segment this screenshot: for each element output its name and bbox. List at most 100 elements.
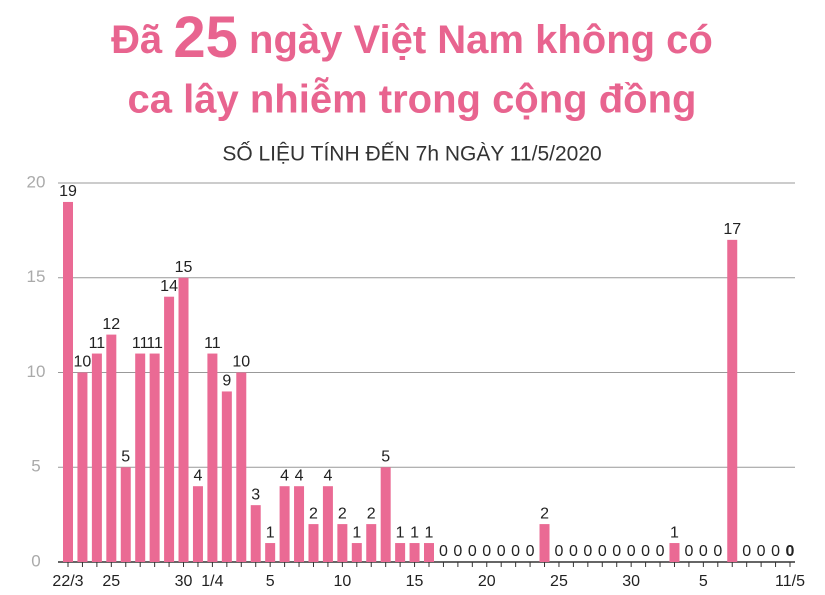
value-label: 4	[295, 467, 304, 484]
bar	[366, 524, 377, 562]
bar	[351, 543, 362, 562]
chart-title-line1: Đã 25 ngày Việt Nam không có	[111, 5, 713, 70]
bar	[669, 543, 680, 562]
chart-subtitle: SỐ LIỆU TÍNH ĐẾN 7h NGÀY 11/5/2020	[222, 142, 601, 166]
chart-title-line2: ca lây nhiễm trong cộng đồng	[128, 76, 697, 122]
value-label: 0	[771, 543, 780, 560]
value-label: 1	[410, 524, 419, 541]
value-label: 0	[598, 543, 607, 560]
value-label: 11	[204, 335, 221, 352]
value-label: 0	[482, 543, 491, 560]
bar	[424, 543, 434, 562]
bar	[77, 372, 88, 562]
value-label: 14	[160, 278, 178, 295]
bar	[149, 353, 160, 562]
value-label: 1	[352, 524, 361, 541]
x-tick-label: 30	[175, 573, 193, 590]
x-tick-label: 5	[266, 573, 275, 590]
value-label: 1	[266, 524, 275, 541]
value-label: 0	[699, 543, 708, 560]
bar	[308, 524, 319, 562]
value-label: 2	[540, 505, 549, 522]
value-label: 5	[121, 448, 130, 465]
bar	[236, 372, 247, 562]
bar	[395, 543, 406, 562]
value-label: 0	[786, 543, 795, 560]
value-label: 0	[612, 543, 621, 560]
bar	[106, 334, 117, 562]
value-label: 0	[555, 543, 564, 560]
value-label: 17	[723, 221, 741, 238]
value-label: 5	[381, 448, 390, 465]
bar	[164, 296, 175, 562]
x-tick-label: 22/3	[52, 573, 83, 590]
x-tick-label: 11/5	[775, 573, 805, 590]
bar	[178, 277, 189, 562]
bar	[322, 486, 333, 562]
bar	[63, 201, 73, 562]
bar	[207, 353, 218, 562]
value-label: 1	[396, 524, 405, 541]
bar	[120, 467, 131, 562]
value-label: 2	[338, 505, 347, 522]
x-tick-label: 5	[699, 573, 708, 590]
x-tick-label: 25	[102, 573, 120, 590]
bar	[135, 353, 146, 562]
value-label: 19	[59, 183, 77, 200]
value-label: 11	[89, 335, 106, 352]
y-tick-label: 10	[27, 362, 46, 381]
bar	[192, 486, 203, 562]
bar	[91, 353, 102, 562]
value-label: 1	[425, 524, 434, 541]
y-tick-label: 15	[27, 267, 46, 286]
value-label: 1	[670, 524, 679, 541]
title-prefix: Đã	[111, 18, 163, 62]
value-label: 0	[453, 543, 462, 560]
value-label: 0	[439, 543, 448, 560]
value-label: 0	[742, 543, 751, 560]
bar	[727, 239, 738, 562]
value-label: 10	[74, 354, 92, 371]
value-label: 0	[757, 543, 766, 560]
x-tick-label: 25	[550, 573, 568, 590]
value-label: 12	[102, 316, 120, 333]
value-label: 4	[323, 467, 332, 484]
value-label: 4	[280, 467, 289, 484]
y-tick-label: 0	[31, 551, 40, 570]
bar	[337, 524, 348, 562]
value-label: 0	[656, 543, 665, 560]
bar	[265, 543, 276, 562]
value-label: 2	[367, 505, 376, 522]
bar	[221, 391, 232, 562]
value-label: 0	[526, 543, 535, 560]
value-label: 0	[684, 543, 693, 560]
x-tick-label: 10	[333, 573, 351, 590]
value-label: 0	[641, 543, 650, 560]
title-highlight: 25	[173, 5, 238, 70]
value-label: 4	[194, 467, 203, 484]
value-label: 15	[175, 259, 193, 276]
bar	[539, 524, 550, 562]
y-tick-label: 20	[27, 172, 46, 191]
x-tick-label: 30	[622, 573, 640, 590]
value-label: 0	[713, 543, 722, 560]
value-label: 2	[309, 505, 318, 522]
title-rest: ngày Việt Nam không có	[249, 18, 713, 62]
bar	[294, 486, 305, 562]
value-label: 3	[251, 486, 260, 503]
bar	[250, 505, 261, 562]
bar	[380, 467, 391, 562]
value-label: 0	[627, 543, 636, 560]
x-tick-label: 20	[478, 573, 496, 590]
value-label: 0	[583, 543, 592, 560]
bar	[279, 486, 290, 562]
x-tick-label: 15	[406, 573, 424, 590]
value-label: 11	[132, 335, 149, 352]
x-tick-label: 1/4	[201, 573, 223, 590]
value-label: 0	[511, 543, 520, 560]
value-label: 0	[497, 543, 506, 560]
value-label: 9	[222, 373, 231, 390]
y-tick-label: 5	[31, 457, 40, 476]
value-label: 0	[468, 543, 477, 560]
